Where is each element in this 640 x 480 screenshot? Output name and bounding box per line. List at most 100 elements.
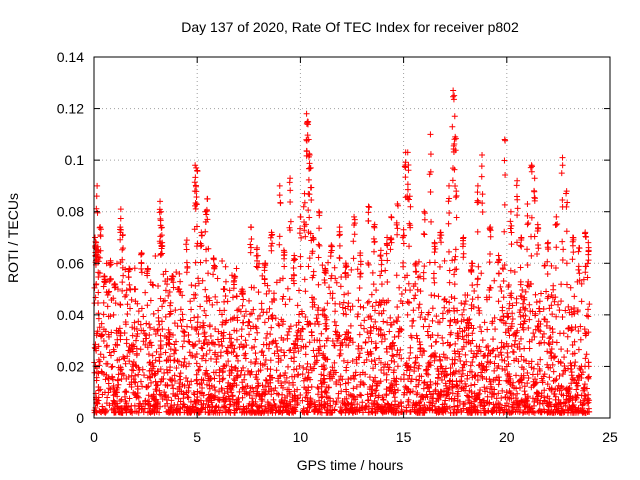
data-point-column [502, 171, 509, 178]
data-point [421, 315, 428, 322]
data-point-column [584, 260, 591, 267]
data-point [259, 391, 266, 398]
data-point [431, 292, 438, 299]
data-point [255, 408, 262, 415]
data-point [469, 337, 476, 344]
data-point-column [404, 186, 411, 193]
data-point [405, 280, 412, 287]
data-point [238, 326, 245, 333]
data-point [543, 288, 550, 295]
data-point [251, 360, 258, 367]
data-point [201, 340, 208, 347]
data-point-column [197, 259, 204, 266]
data-point [337, 342, 344, 349]
data-point [317, 343, 324, 350]
data-point [110, 295, 117, 302]
data-point [471, 287, 478, 294]
data-point [131, 265, 138, 272]
data-point [349, 339, 356, 346]
data-point [256, 403, 263, 410]
data-point [351, 376, 358, 383]
data-point [292, 337, 299, 344]
data-point [234, 307, 241, 314]
data-point [157, 338, 164, 345]
data-point [414, 286, 421, 293]
data-point [565, 365, 572, 372]
data-point [179, 343, 186, 350]
data-point [241, 371, 248, 378]
data-point [347, 374, 354, 381]
data-point [319, 393, 326, 400]
data-point-column [254, 264, 261, 271]
data-point [561, 399, 568, 406]
data-point-column [247, 249, 254, 256]
data-point [133, 408, 140, 415]
data-point [123, 287, 130, 294]
data-point [460, 405, 467, 412]
data-point-outlier [427, 131, 434, 138]
data-point [120, 372, 127, 379]
data-point-column [365, 217, 372, 224]
data-point [323, 316, 330, 323]
data-point-column [430, 270, 437, 277]
data-point [343, 342, 350, 349]
data-point [97, 351, 104, 358]
data-point [202, 404, 209, 411]
data-point [291, 354, 298, 361]
data-point [469, 296, 476, 303]
data-point-column [158, 232, 165, 239]
data-point [131, 325, 138, 332]
data-point [517, 406, 524, 413]
data-point-column [350, 255, 357, 262]
data-point [158, 376, 165, 383]
data-point [162, 393, 169, 400]
data-point [378, 338, 385, 345]
data-point [104, 360, 111, 367]
data-point [166, 367, 173, 374]
data-point [209, 301, 216, 308]
data-point [299, 371, 306, 378]
data-point [369, 269, 376, 276]
data-point-column [261, 275, 268, 282]
data-point [325, 259, 332, 266]
data-point [308, 328, 315, 335]
data-point [460, 316, 467, 323]
x-tick-label: 10 [293, 429, 309, 445]
data-point [143, 383, 150, 390]
data-point [489, 390, 496, 397]
data-point-column [544, 258, 551, 265]
data-point-outlier [400, 226, 407, 233]
data-point [260, 352, 267, 359]
data-point [483, 294, 490, 301]
data-point [97, 332, 104, 339]
data-point [514, 390, 521, 397]
data-point [162, 278, 169, 285]
data-point [561, 367, 568, 374]
data-point-column [91, 284, 98, 291]
data-point [425, 371, 432, 378]
data-point [494, 345, 501, 352]
data-point-column [304, 132, 311, 139]
data-point-column [575, 248, 582, 255]
data-point [434, 332, 441, 339]
data-point [375, 331, 382, 338]
data-point [239, 302, 246, 309]
data-point [219, 376, 226, 383]
data-point [521, 398, 528, 405]
data-point [178, 388, 185, 395]
data-point [215, 328, 222, 335]
data-point [191, 408, 198, 415]
data-point [481, 409, 488, 416]
data-point [478, 328, 485, 335]
data-point [149, 352, 156, 359]
data-point [409, 388, 416, 395]
data-point [145, 351, 152, 358]
data-point-outlier [276, 182, 283, 189]
data-point [162, 349, 169, 356]
data-point-column [125, 274, 132, 281]
data-point-column [478, 173, 485, 180]
data-point [141, 330, 148, 337]
data-point [384, 319, 391, 326]
data-point [580, 276, 587, 283]
data-point-column [119, 232, 126, 239]
